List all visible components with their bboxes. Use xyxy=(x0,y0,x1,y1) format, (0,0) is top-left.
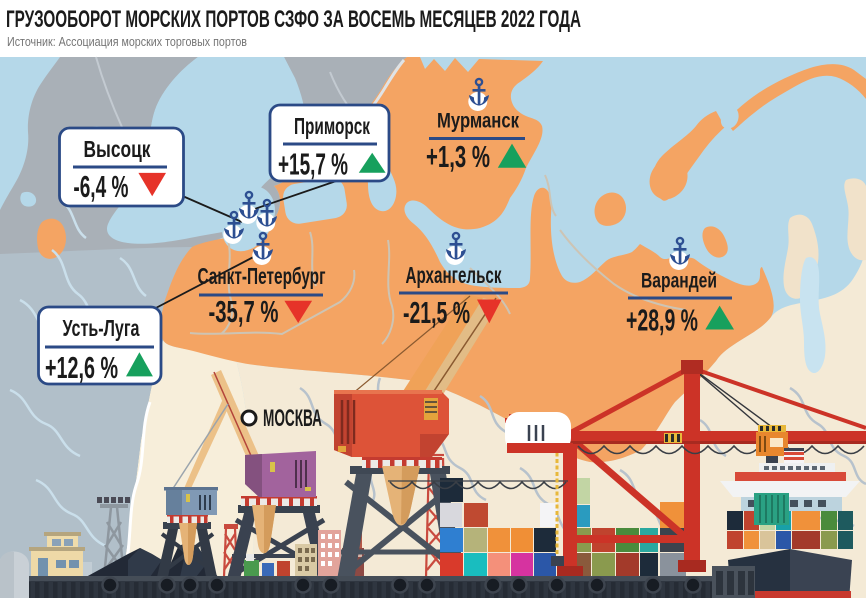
svg-text:+15,7 %: +15,7 % xyxy=(278,147,348,182)
svg-text:Источник: Ассоциация морских т: Источник: Ассоциация морских торговых по… xyxy=(7,35,247,49)
svg-text:-6,4 %: -6,4 % xyxy=(73,169,128,204)
svg-text:Варандей: Варандей xyxy=(641,269,717,293)
svg-text:Усть-Луга: Усть-Луга xyxy=(63,315,140,341)
svg-text:МОСКВА: МОСКВА xyxy=(263,405,322,432)
svg-text:-35,7 %: -35,7 % xyxy=(209,294,279,329)
svg-text:+12,6 %: +12,6 % xyxy=(45,350,118,385)
svg-text:ГРУЗООБОРОТ МОРСКИХ ПОРТОВ СЗФ: ГРУЗООБОРОТ МОРСКИХ ПОРТОВ СЗФО ЗА ВОСЕМ… xyxy=(6,6,581,33)
svg-text:+28,9 %: +28,9 % xyxy=(626,303,698,338)
svg-text:Высоцк: Высоцк xyxy=(84,136,151,162)
svg-text:+1,3 %: +1,3 % xyxy=(426,139,490,174)
svg-text:Архангельск: Архангельск xyxy=(406,262,502,288)
svg-text:-21,5 %: -21,5 % xyxy=(403,295,470,330)
svg-text:Мурманск: Мурманск xyxy=(437,110,519,133)
svg-text:Приморск: Приморск xyxy=(294,113,370,139)
svg-text:Санкт-Петербург: Санкт-Петербург xyxy=(198,263,326,289)
